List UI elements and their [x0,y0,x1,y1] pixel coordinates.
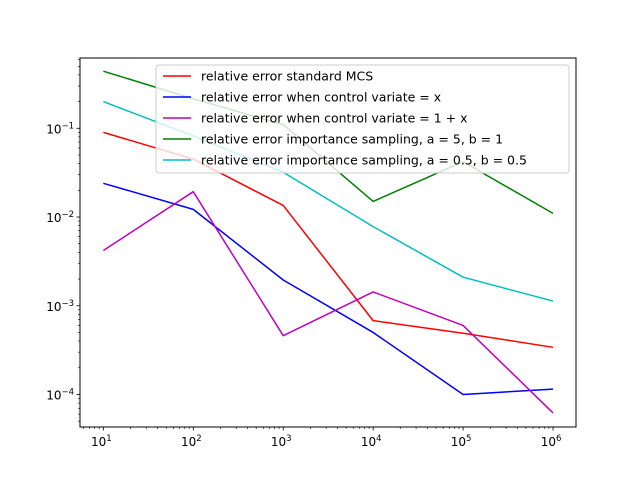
x-tick-label: 104 [361,434,382,449]
legend-label: relative error importance sampling, a = … [201,132,503,147]
legend: relative error standard MCS relative erro… [155,64,570,174]
x-tick-label: 103 [271,434,292,449]
legend-box [155,64,570,174]
x-tick-label: 105 [451,434,472,449]
series-line-3 [102,190,554,414]
x-tick-label: 101 [91,434,112,449]
x-tick-label: 106 [541,434,562,449]
axis-ticks: 101 102 103 104 105 106 10−4 10−3 10−2 10−1 [46,58,562,449]
y-tick-label: 10−2 [46,210,74,225]
legend-label: relative error standard MCS [201,69,373,84]
legend-label: relative error importance sampling, a = … [201,153,527,168]
y-tick-label: 10−4 [46,387,74,402]
legend-label: relative error when control variate = x [201,90,441,105]
series-line-2 [103,182,554,396]
y-tick-label: 10−3 [46,299,74,314]
x-tick-label: 102 [181,434,202,449]
plot-frame [79,57,577,428]
y-tick-label: 10−1 [46,121,74,136]
legend-label: relative error when control variate = 1 … [201,111,468,126]
